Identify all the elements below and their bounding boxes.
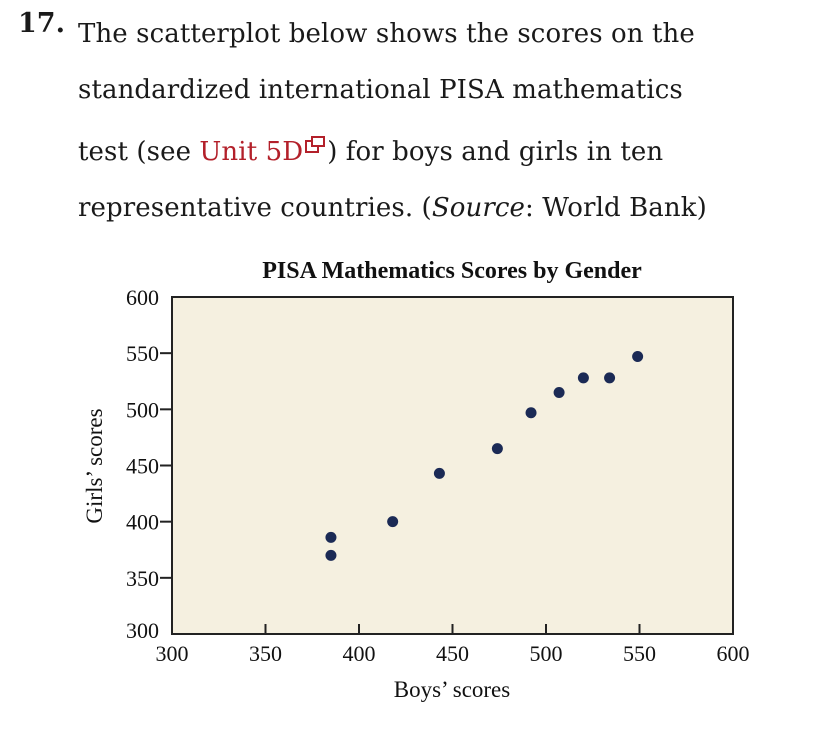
- data-point: [525, 407, 537, 419]
- data-point: [387, 516, 399, 528]
- data-point: [632, 351, 644, 363]
- data-points: [325, 351, 644, 561]
- line4-suffix: : World Bank): [525, 193, 707, 223]
- y-tick-label: 400: [126, 510, 159, 535]
- x-tick-label: 600: [717, 641, 750, 666]
- x-tick-label: 450: [436, 641, 469, 666]
- x-tick-label: 350: [249, 641, 282, 666]
- question-text: The scatterplot below shows the scores o…: [78, 6, 798, 236]
- data-point: [325, 531, 337, 543]
- y-tick-label: 350: [126, 566, 159, 591]
- y-tick-label: 600: [126, 285, 159, 310]
- question-number: 17.: [18, 8, 65, 39]
- y-axis: 300 350 400 450 500 550 600: [126, 285, 172, 643]
- unit-link-label: Unit 5D: [199, 137, 304, 167]
- y-tick-label: 300: [126, 618, 159, 643]
- data-point: [604, 372, 616, 384]
- x-tick-label: 500: [530, 641, 563, 666]
- data-point: [491, 443, 503, 455]
- data-point: [553, 386, 565, 398]
- line3-suffix: ) for boys and girls in ten: [327, 137, 664, 167]
- data-point: [325, 549, 337, 561]
- plot-area: [171, 296, 734, 635]
- x-tick-label: 400: [343, 641, 376, 666]
- x-tick-label: 550: [623, 641, 656, 666]
- y-tick-label: 450: [126, 454, 159, 479]
- data-point: [433, 467, 445, 479]
- source-word: Source: [431, 193, 525, 223]
- external-link-icon: [305, 118, 327, 174]
- question-line-4: representative countries. (Source: World…: [78, 180, 798, 236]
- question-line-1: The scatterplot below shows the scores o…: [78, 19, 695, 49]
- unit-link[interactable]: Unit 5D: [199, 136, 327, 167]
- question-line-2: standardized international PISA mathemat…: [78, 75, 683, 105]
- y-tick-label: 550: [126, 341, 159, 366]
- x-axis: 300 350 400 450 500 550 600: [156, 624, 750, 666]
- line4-prefix: representative countries. (: [78, 193, 432, 223]
- line3-prefix: test (see: [78, 137, 200, 167]
- y-axis-label: Girls’ scores: [82, 408, 107, 523]
- chart-title: PISA Mathematics Scores by Gender: [262, 258, 642, 284]
- x-axis-label: Boys’ scores: [394, 677, 511, 702]
- question-line-3: test (see Unit 5D ) for boys and girls in…: [78, 118, 798, 180]
- data-point: [577, 372, 589, 384]
- y-tick-label: 500: [126, 397, 159, 422]
- x-tick-label: 300: [156, 641, 189, 666]
